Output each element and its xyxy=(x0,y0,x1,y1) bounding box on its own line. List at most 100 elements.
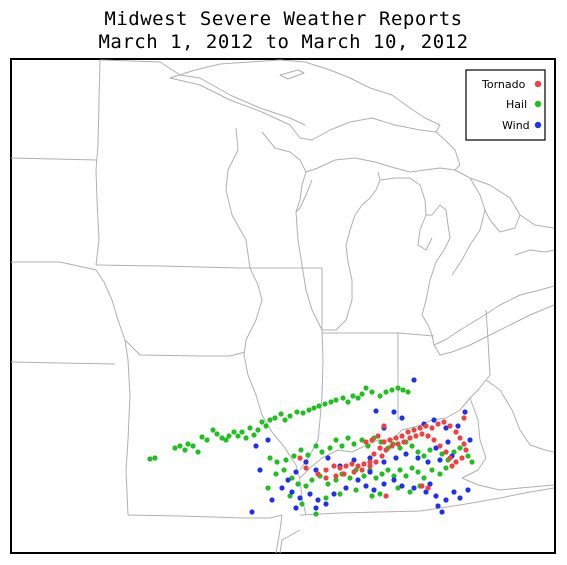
wind-report-dot xyxy=(465,487,471,493)
hail-report-dot xyxy=(415,449,421,455)
ky-tn-border xyxy=(299,487,555,516)
hail-report-dot xyxy=(409,443,415,449)
mississippi-river xyxy=(243,267,307,516)
hail-report-dot xyxy=(345,399,351,405)
hail-report-dot xyxy=(195,449,201,455)
tornado-report-dot xyxy=(323,467,329,473)
wind-report-dot xyxy=(325,455,331,461)
tornado-report-dot xyxy=(381,439,387,445)
hail-report-dot xyxy=(355,395,361,401)
tornado-report-dot xyxy=(401,439,407,445)
wind-report-dot xyxy=(363,483,369,489)
hail-report-dot xyxy=(231,429,237,435)
hail-report-dot xyxy=(465,453,471,459)
hail-report-dot xyxy=(389,387,395,393)
wind-report-dot xyxy=(399,483,405,489)
hail-report-dot xyxy=(395,485,401,491)
hail-report-dot xyxy=(235,433,241,439)
tornado-report-dot xyxy=(359,467,365,473)
hail-report-dot xyxy=(339,443,345,449)
mn-north-shore xyxy=(99,59,306,126)
hail-report-dot xyxy=(429,467,435,473)
legend-swatch-tornado xyxy=(534,80,542,88)
hail-report-dot xyxy=(147,456,153,462)
tn-south xyxy=(279,529,301,554)
tornado-report-dot xyxy=(443,449,449,455)
wind-report-dot xyxy=(293,469,299,475)
hail-report-dot xyxy=(421,475,427,481)
tornado-report-dot xyxy=(341,471,347,477)
legend-label-hail: Hail xyxy=(506,98,527,111)
wind-report-dot xyxy=(249,509,255,515)
hail-report-dot xyxy=(313,443,319,449)
wind-report-dot xyxy=(367,469,373,475)
tornado-report-dot xyxy=(331,463,337,469)
wind-report-dot xyxy=(423,489,429,495)
tornado-report-dot xyxy=(417,425,423,431)
tornado-report-dot xyxy=(431,437,437,443)
hail-report-dot xyxy=(397,445,403,451)
hail-report-dot xyxy=(443,465,449,471)
hail-report-dot xyxy=(294,409,300,415)
wind-report-dot xyxy=(399,415,405,421)
wind-report-dot xyxy=(391,477,397,483)
hail-report-dot xyxy=(172,445,178,451)
oh-pa-border xyxy=(485,309,491,381)
hail-report-dot xyxy=(298,447,304,453)
hail-report-dot xyxy=(400,387,406,393)
mo-ar-border xyxy=(127,514,283,519)
tornado-report-dot xyxy=(383,447,389,453)
wind-report-dot xyxy=(355,477,361,483)
legend: Tornado Hail Wind xyxy=(465,69,546,141)
hail-report-dot xyxy=(306,407,312,413)
hail-report-dot xyxy=(377,491,383,497)
tornado-report-dot xyxy=(389,443,395,449)
hail-report-dot xyxy=(377,393,383,399)
hail-report-dot xyxy=(283,457,289,463)
tornado-report-dot xyxy=(355,463,361,469)
tornado-report-dot xyxy=(449,463,455,469)
hail-report-dot xyxy=(353,487,359,493)
hail-report-dot xyxy=(325,481,331,487)
hail-report-dot xyxy=(361,473,367,479)
hail-report-dot xyxy=(287,413,293,419)
hail-report-dot xyxy=(365,443,371,449)
tornado-report-dot xyxy=(447,455,453,461)
hail-report-dot xyxy=(385,467,391,473)
wind-report-dot xyxy=(403,451,409,457)
hail-report-dot xyxy=(340,395,346,401)
hail-report-dot xyxy=(469,459,475,465)
hail-report-dot xyxy=(274,459,280,465)
wi-mn-border xyxy=(225,127,251,269)
wv-border xyxy=(485,379,555,453)
hail-report-dot xyxy=(451,449,457,455)
hail-report-dot xyxy=(300,410,306,416)
hail-report-dot xyxy=(223,437,229,443)
hail-report-dot xyxy=(259,419,265,425)
wind-report-dot xyxy=(371,487,377,493)
hail-report-dot xyxy=(267,455,273,461)
hail-report-dot xyxy=(303,483,309,489)
wind-report-dot xyxy=(313,505,319,511)
tornado-report-dot xyxy=(351,469,357,475)
tornado-report-dot xyxy=(303,465,309,471)
hail-report-dot xyxy=(251,432,257,438)
hail-report-dot xyxy=(226,433,232,439)
wind-report-dot xyxy=(323,501,329,507)
wind-report-dot xyxy=(391,409,397,415)
wind-report-dot xyxy=(315,497,321,503)
tornado-report-dot xyxy=(387,437,393,443)
hail-report-dot xyxy=(409,465,415,471)
hail-report-dot xyxy=(272,415,278,421)
hail-report-dot xyxy=(190,443,196,449)
bootheel xyxy=(275,514,283,554)
wind-report-dot xyxy=(253,443,259,449)
tornado-report-dot xyxy=(461,415,467,421)
hail-report-dot xyxy=(333,477,339,483)
tornado-report-dot xyxy=(453,459,459,465)
wind-report-dot xyxy=(343,485,349,491)
tornado-report-dot xyxy=(435,421,441,427)
wind-report-dot xyxy=(307,491,313,497)
hail-report-dot xyxy=(457,445,463,451)
hail-report-dot xyxy=(333,437,339,443)
